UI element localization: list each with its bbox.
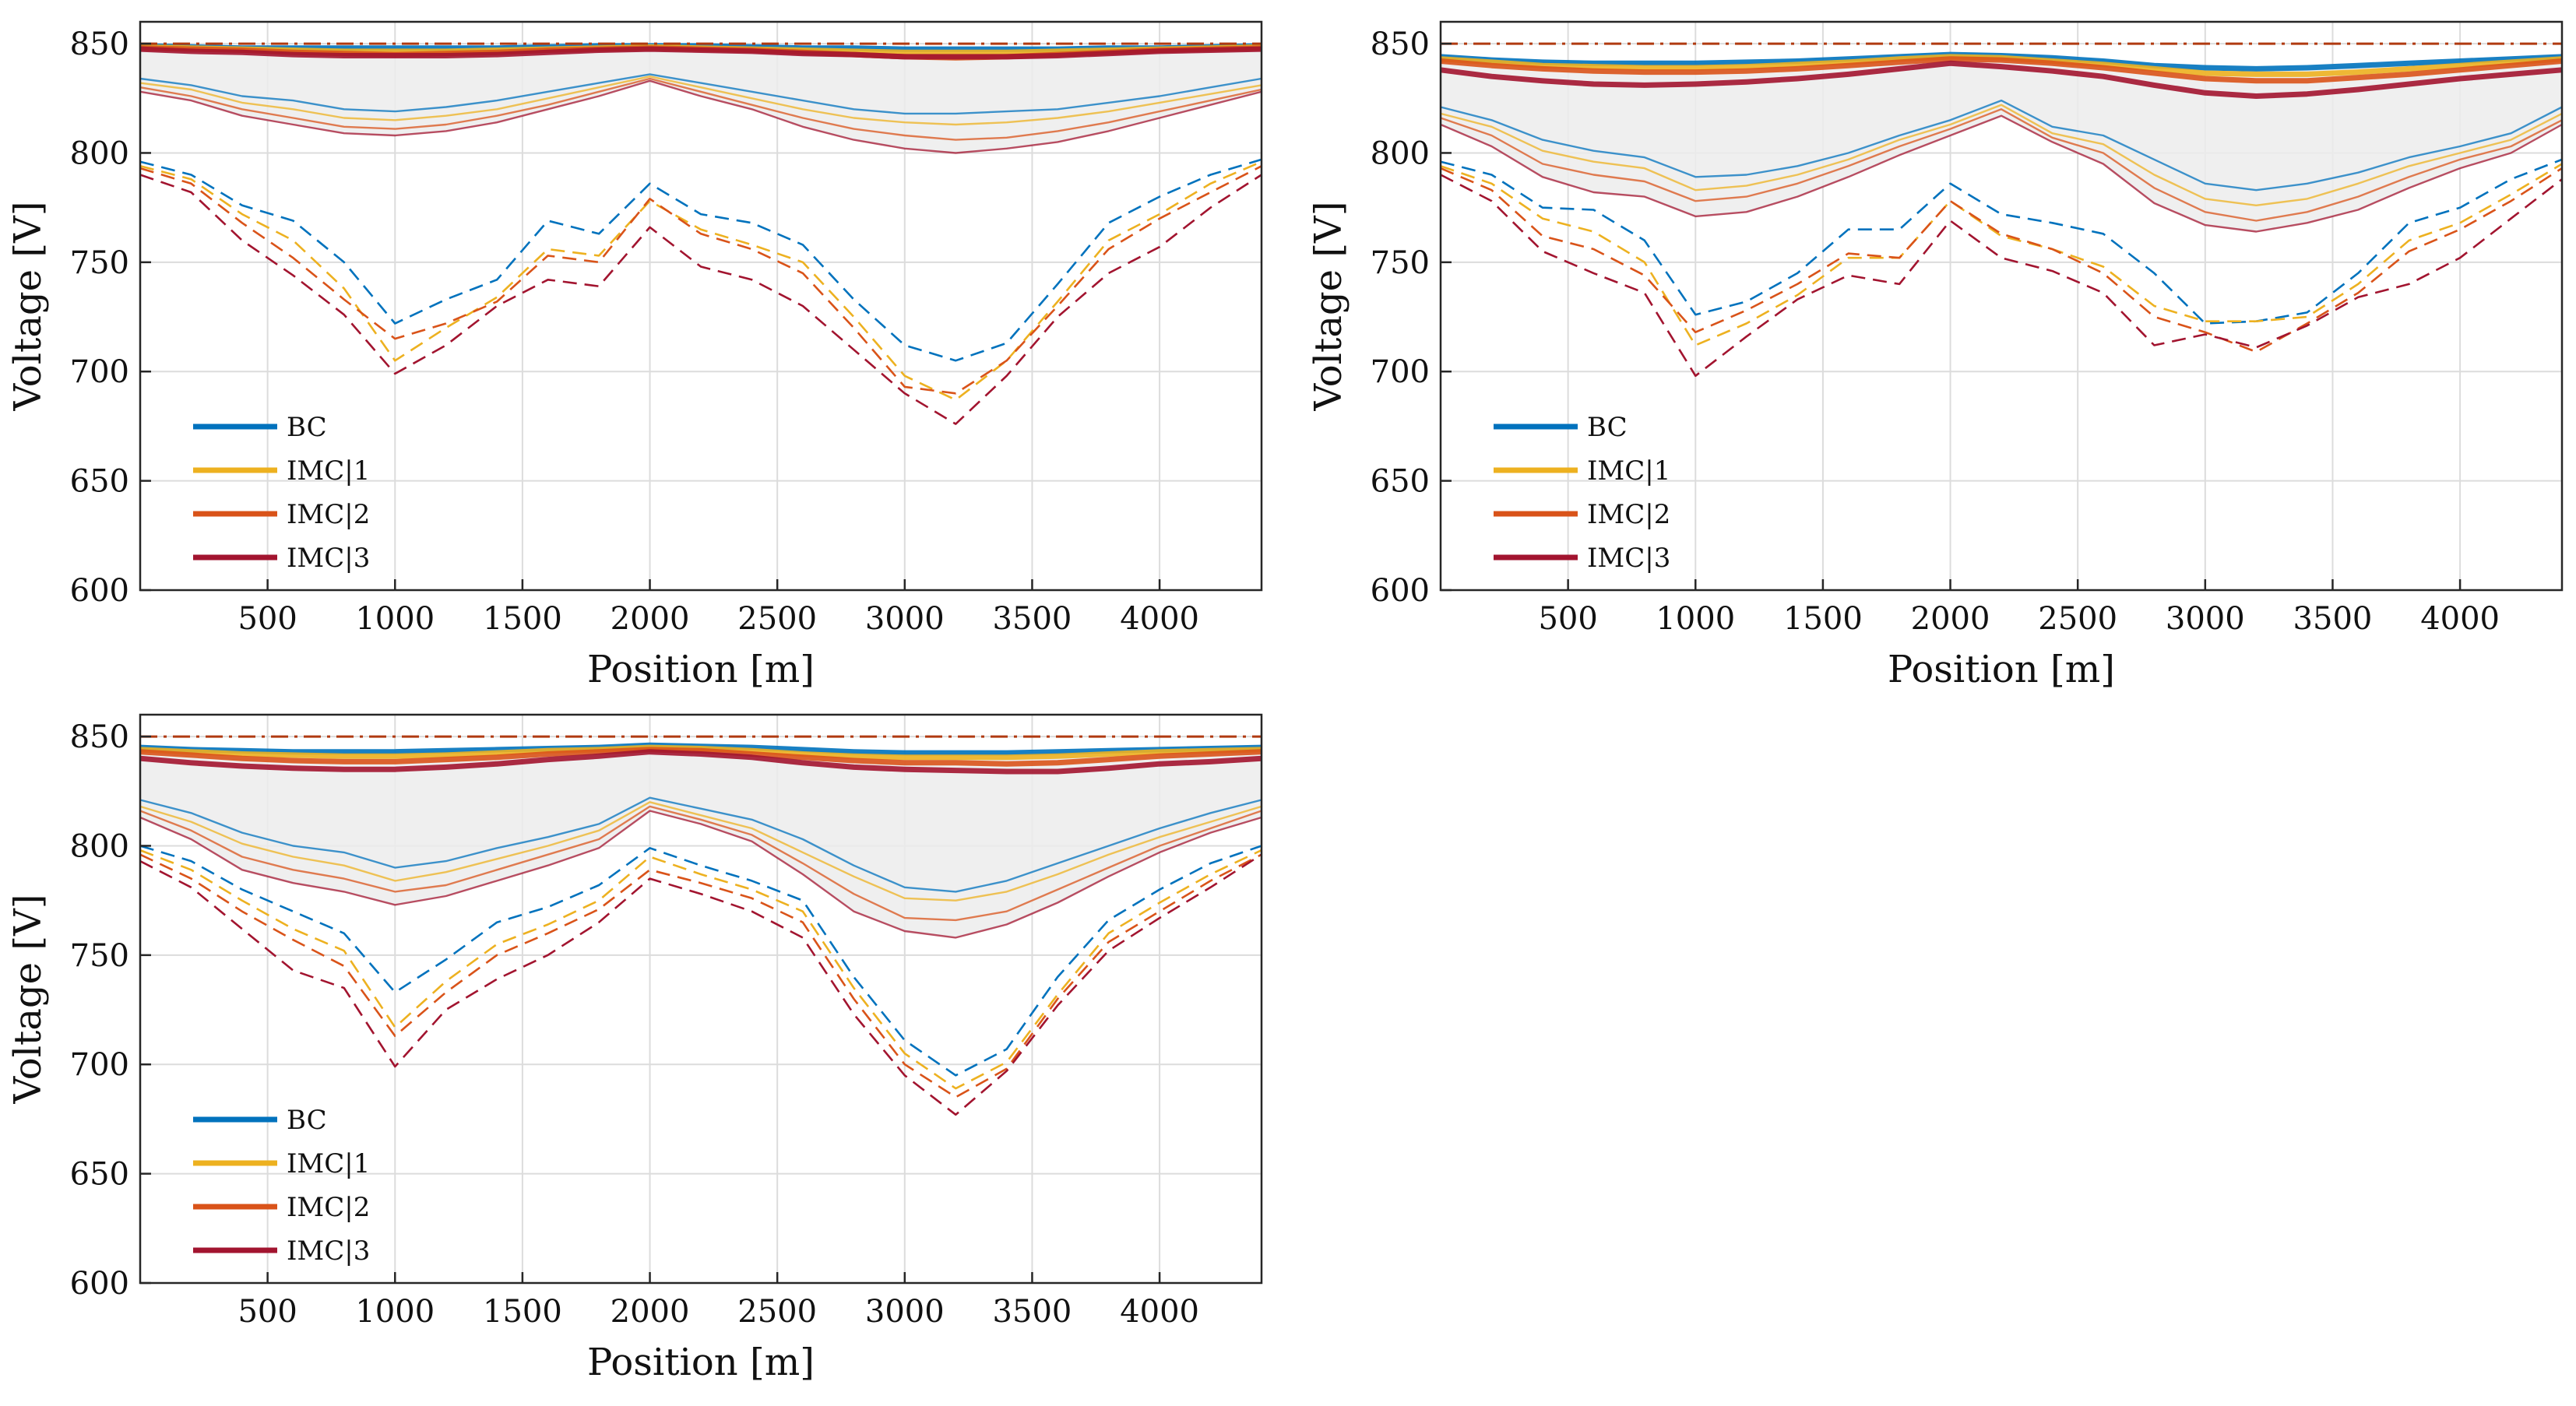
y-tick-label: 850	[70, 719, 129, 755]
series-line-upper	[139, 46, 1262, 60]
y-tick-label: 750	[70, 938, 129, 974]
y-tick-label: 600	[70, 573, 129, 609]
chart-panel-1: 500 1000 1500 2000 2500 3000 3500 4000 600 650 700…	[6, 20, 1263, 691]
series-line-middle	[1440, 99, 2563, 192]
y-tick-label: 600	[1371, 573, 1430, 609]
y-tick-label: 700	[70, 1047, 129, 1083]
x-tick-label: 3500	[993, 601, 1072, 637]
x-tick-label: 3500	[2293, 601, 2373, 637]
y-tick-label: 600	[70, 1266, 129, 1302]
series-line-middle	[1440, 114, 2563, 233]
series-line-lower	[139, 158, 1262, 362]
x-tick-label: 3000	[865, 601, 945, 637]
y-tick-label: 650	[70, 1157, 129, 1193]
y-tick-label: 800	[70, 828, 129, 864]
series-line-middle	[1440, 104, 2563, 206]
y-tick-label: 850	[1371, 26, 1430, 62]
series-line-lower	[139, 853, 1262, 1098]
legend-label: BC	[287, 412, 327, 443]
y-tick-label: 650	[1371, 464, 1430, 500]
y-tick-label: 750	[70, 245, 129, 281]
series-line-lower	[139, 160, 1262, 402]
legend-label: IMC|1	[287, 1148, 370, 1179]
y-tick-label: 700	[70, 354, 129, 390]
series-line-middle	[139, 801, 1262, 902]
x-tick-label: 2500	[737, 601, 817, 637]
series-line-middle	[139, 77, 1262, 141]
series-line-upper	[1440, 60, 2563, 99]
series-line-middle	[139, 73, 1262, 115]
legend-label: BC	[287, 1105, 327, 1136]
series-line-upper	[139, 749, 1262, 775]
x-tick-label: 2500	[737, 1294, 817, 1330]
y-tick-label: 650	[70, 464, 129, 500]
series-line-middle	[139, 79, 1262, 154]
x-tick-label: 1000	[1656, 601, 1735, 637]
series-line-upper	[139, 747, 1262, 767]
x-tick-label: 4000	[1120, 601, 1199, 637]
x-axis-label: Position [m]	[587, 648, 815, 691]
x-axis-label: Position [m]	[1888, 648, 2115, 691]
x-tick-label: 2500	[2038, 601, 2117, 637]
series-line-middle	[139, 810, 1262, 939]
x-tick-label: 1000	[355, 1294, 435, 1330]
series-line-lower	[139, 165, 1262, 395]
x-tick-label: 3500	[993, 1294, 1072, 1330]
x-tick-label: 1500	[1783, 601, 1863, 637]
series-line-lower	[139, 845, 1262, 1077]
x-tick-label: 4000	[1120, 1294, 1199, 1330]
voltage-band-area	[140, 745, 1262, 938]
x-tick-label: 3000	[865, 1294, 945, 1330]
series-line-lower	[139, 174, 1262, 425]
axes-frame	[139, 20, 1263, 592]
axes-frame	[1439, 20, 2564, 592]
series-line-lower	[139, 849, 1262, 1090]
series-line-middle	[1440, 108, 2563, 222]
legend-label: IMC|3	[287, 543, 370, 574]
x-tick-label: 2000	[1911, 601, 1990, 637]
x-tick-label: 500	[238, 601, 297, 637]
x-tick-label: 1500	[483, 1294, 562, 1330]
x-tick-label: 500	[238, 1294, 297, 1330]
y-tick-label: 800	[70, 135, 129, 171]
legend-label: IMC|1	[287, 455, 370, 487]
x-tick-label: 500	[1538, 601, 1597, 637]
chart-panel-2: 500 1000 1500 2000 2500 3000 3500 4000 600 650 700…	[1307, 20, 2564, 691]
axes-frame	[139, 713, 1263, 1285]
legend-label: IMC|2	[287, 499, 370, 530]
x-axis-label: Position [m]	[587, 1341, 815, 1384]
series-line-middle	[139, 796, 1262, 893]
series-line-upper	[1440, 56, 2563, 84]
x-tick-label: 1000	[355, 601, 435, 637]
legend-label: IMC|2	[1587, 499, 1670, 530]
x-tick-label: 4000	[2420, 601, 2500, 637]
series-line-lower	[1440, 174, 2563, 378]
y-tick-label: 800	[1371, 135, 1430, 171]
series-line-lower	[1440, 163, 2563, 346]
y-tick-label: 750	[1371, 245, 1430, 281]
series-line-middle	[139, 805, 1262, 922]
x-tick-label: 2000	[611, 1294, 690, 1330]
y-tick-label: 850	[70, 26, 129, 62]
series-line-lower	[1440, 158, 2563, 325]
y-axis-label: Voltage [V]	[6, 202, 50, 412]
x-tick-label: 3000	[2166, 601, 2245, 637]
y-axis-label: Voltage [V]	[1307, 202, 1350, 412]
legend-label: IMC|2	[287, 1192, 370, 1223]
y-tick-label: 700	[1371, 354, 1430, 390]
series-line-lower	[1440, 167, 2563, 353]
series-line-middle	[139, 75, 1262, 126]
chart-panel-3: 500 1000 1500 2000 2500 3000 3500 4000 600 650 700…	[6, 713, 1263, 1384]
legend-label: IMC|1	[1587, 455, 1670, 487]
series-line-lower	[139, 853, 1262, 1116]
legend-label: IMC|3	[1587, 543, 1670, 574]
x-tick-label: 1500	[483, 601, 562, 637]
legend-label: IMC|3	[287, 1236, 370, 1267]
y-axis-label: Voltage [V]	[6, 895, 50, 1105]
x-tick-label: 2000	[611, 601, 690, 637]
legend-label: BC	[1587, 412, 1628, 443]
